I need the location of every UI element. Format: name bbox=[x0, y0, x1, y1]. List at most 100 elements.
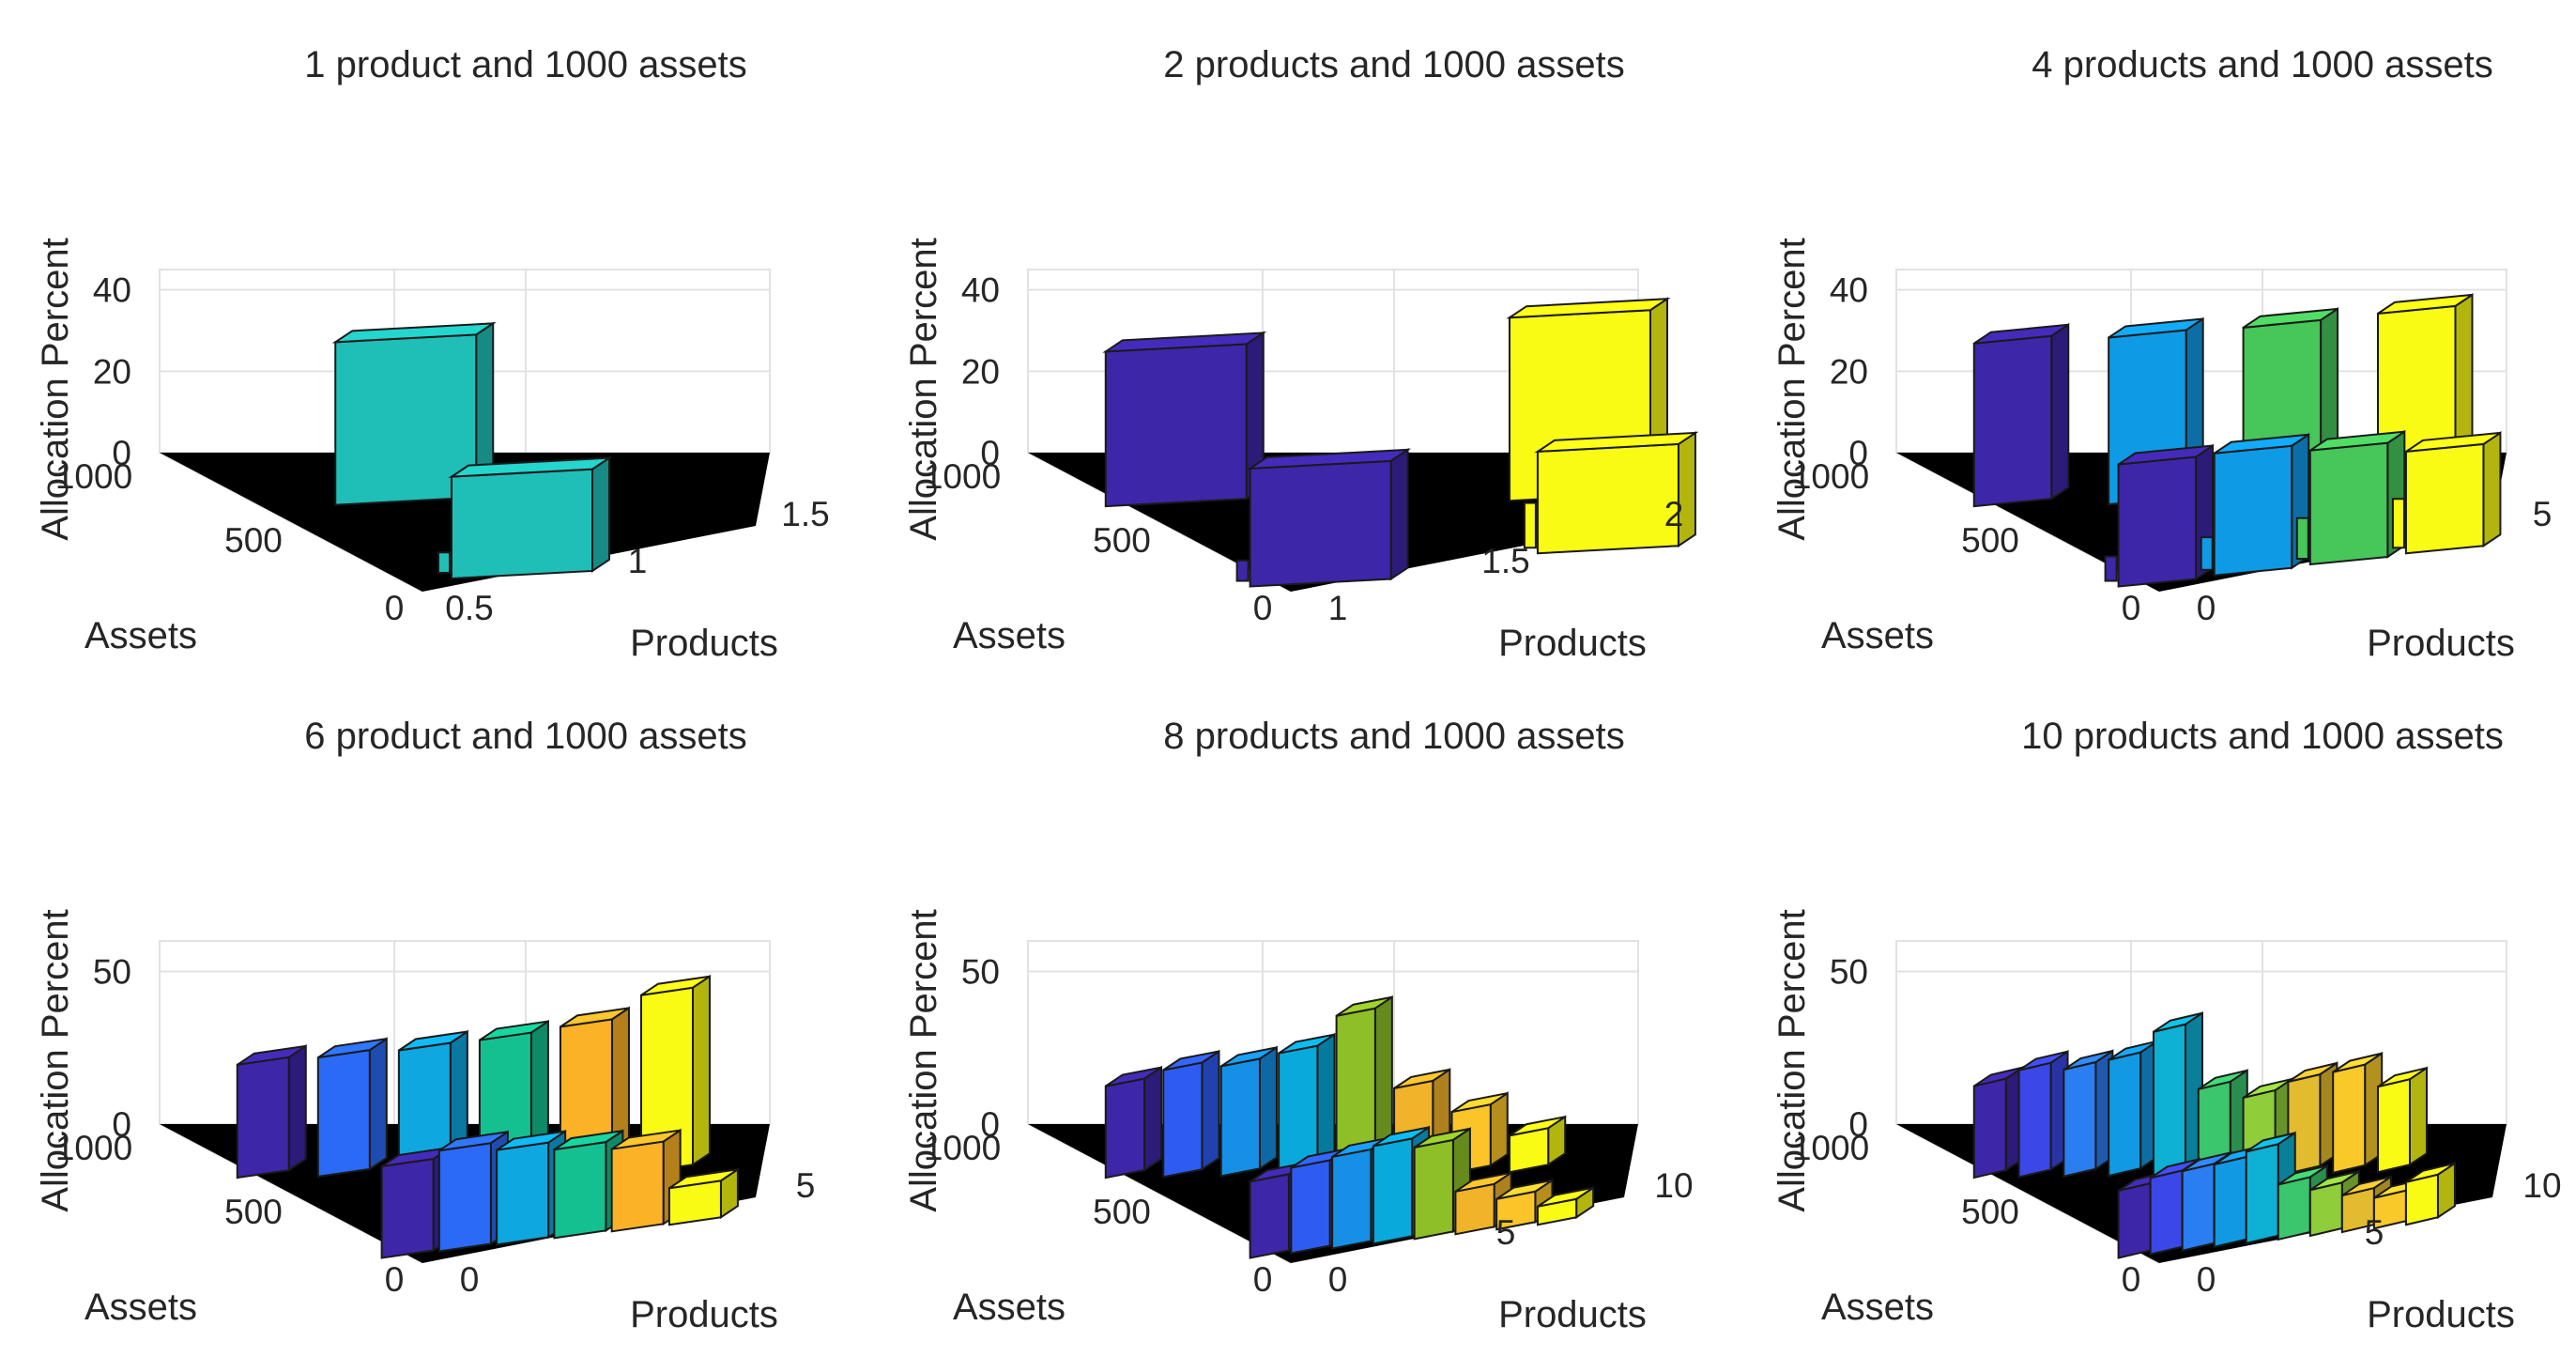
bar-front bbox=[1536, 442, 1679, 555]
bar-top bbox=[2153, 1011, 2203, 1033]
bar-top bbox=[1414, 1127, 1471, 1148]
chart-title: 4 products and 1000 assets bbox=[2032, 44, 2492, 85]
bar-front-2 bbox=[2213, 432, 2310, 577]
x-tick-label: 0 bbox=[2197, 589, 2216, 627]
bar-low-1 bbox=[437, 551, 451, 574]
bar-top bbox=[2309, 430, 2405, 452]
y-axis-label: Assets bbox=[953, 615, 1066, 656]
y-tick-label: 1000 bbox=[1792, 457, 1869, 496]
z-tick-label: 0 bbox=[112, 1105, 131, 1144]
bar-side bbox=[1389, 447, 1409, 581]
bar-front bbox=[1413, 1138, 1454, 1241]
bar-low-1 bbox=[1235, 559, 1250, 582]
bar-back-5 bbox=[2152, 1010, 2203, 1177]
bar-front bbox=[437, 1142, 492, 1253]
bar-top bbox=[2287, 1062, 2338, 1083]
bar-back-6 bbox=[639, 974, 711, 1174]
bar-front bbox=[553, 1140, 607, 1240]
bar-top bbox=[438, 1131, 509, 1152]
bar-front bbox=[1219, 1057, 1261, 1178]
y-tick-label: 1000 bbox=[55, 1129, 132, 1167]
bar-side bbox=[1201, 1049, 1220, 1172]
z-tick-label: 20 bbox=[93, 352, 131, 391]
x-tick-label: 1.5 bbox=[1481, 542, 1529, 580]
bar-front bbox=[380, 1157, 435, 1259]
bar-top bbox=[237, 1044, 307, 1066]
bar-side bbox=[1316, 1032, 1336, 1170]
z-axis-label: Allocation Percent bbox=[35, 909, 76, 1211]
x-tick-label: 0 bbox=[2197, 1260, 2216, 1299]
bar-front bbox=[2404, 1173, 2439, 1226]
bar-side bbox=[2408, 1066, 2428, 1167]
bar-back-1 bbox=[1102, 331, 1267, 508]
z-tick-label: 40 bbox=[1830, 271, 1868, 310]
bar-top bbox=[2108, 317, 2204, 339]
z-tick-label: 0 bbox=[1848, 1105, 1868, 1144]
bar-front bbox=[1290, 1159, 1331, 1255]
z-tick-label: 40 bbox=[961, 271, 1000, 310]
bar-front bbox=[2213, 1155, 2247, 1249]
bar-front bbox=[2017, 1061, 2052, 1179]
x-tick-label: 1 bbox=[628, 542, 648, 580]
bar-top bbox=[1973, 323, 2069, 345]
x-axis-label: Products bbox=[1498, 1294, 1647, 1335]
bar-top bbox=[2198, 1069, 2248, 1090]
bar-back-1 bbox=[236, 1043, 307, 1179]
bar-low-1 bbox=[2104, 555, 2118, 582]
bar-top bbox=[2405, 431, 2501, 453]
x-axis-label: Products bbox=[630, 623, 778, 664]
x-tick-label: 5 bbox=[2533, 495, 2553, 533]
bar-top bbox=[1162, 1050, 1220, 1071]
bar-front-2 bbox=[1534, 431, 1699, 555]
bar-top bbox=[2246, 1132, 2296, 1153]
bar-low-2 bbox=[2200, 536, 2214, 571]
x-axis-label: Products bbox=[2367, 1294, 2515, 1335]
bar-front-1 bbox=[1247, 447, 1412, 588]
bar-front bbox=[1972, 334, 2053, 508]
bar-low-2 bbox=[1523, 501, 1537, 549]
bar-top bbox=[448, 456, 613, 478]
x-tick-label: 0 bbox=[460, 1260, 480, 1299]
bar-side bbox=[2482, 431, 2502, 548]
z-tick-label: 0 bbox=[980, 1105, 1000, 1144]
bar-top bbox=[2332, 1052, 2383, 1073]
x-tick-label: 0.5 bbox=[445, 589, 493, 627]
bar-front bbox=[1372, 1137, 1414, 1245]
bar-back-2 bbox=[316, 1037, 388, 1179]
bar-front bbox=[1972, 1077, 2007, 1179]
bar-low-3 bbox=[2295, 516, 2309, 561]
bar-top bbox=[1506, 298, 1671, 319]
x-axis-label: Products bbox=[630, 1294, 778, 1335]
bar-top bbox=[2214, 433, 2309, 455]
bar-side bbox=[2050, 322, 2070, 501]
bar-top bbox=[1509, 1116, 1566, 1137]
bar-front bbox=[2181, 1162, 2216, 1252]
bar-side bbox=[591, 455, 610, 573]
y-axis-label: Assets bbox=[1821, 615, 1934, 656]
bar-front bbox=[451, 468, 593, 580]
bar-back-1 bbox=[1972, 1065, 2024, 1179]
bar-front bbox=[2117, 1181, 2152, 1259]
x-tick-label: 1 bbox=[1328, 589, 1348, 627]
z-tick-label: 20 bbox=[1830, 352, 1868, 391]
bar-top bbox=[2377, 1067, 2428, 1088]
bar-top bbox=[1450, 1092, 1509, 1114]
bar-top bbox=[479, 1020, 549, 1041]
bar-front bbox=[2152, 1023, 2186, 1177]
bar-top bbox=[2243, 307, 2338, 329]
y-tick-label: 500 bbox=[224, 521, 283, 560]
bar-front-8 bbox=[1536, 1185, 1595, 1226]
y-tick-label: 1000 bbox=[1792, 1129, 1869, 1167]
bar-top bbox=[331, 322, 497, 344]
bar-top bbox=[2277, 1164, 2328, 1186]
bar-front-3 bbox=[2308, 429, 2406, 566]
chart-panel-2: 2 products and 1000 assets02040Allocatio… bbox=[903, 44, 1699, 664]
bar-front-10 bbox=[2404, 1161, 2456, 1226]
z-axis-label: Allocation Percent bbox=[1771, 238, 1813, 540]
bar-front bbox=[2376, 1077, 2411, 1174]
bar-back-3 bbox=[2062, 1049, 2114, 1179]
y-axis-label: Assets bbox=[84, 615, 197, 656]
bar-top bbox=[2405, 1162, 2456, 1183]
bar-back-8 bbox=[1508, 1115, 1567, 1174]
